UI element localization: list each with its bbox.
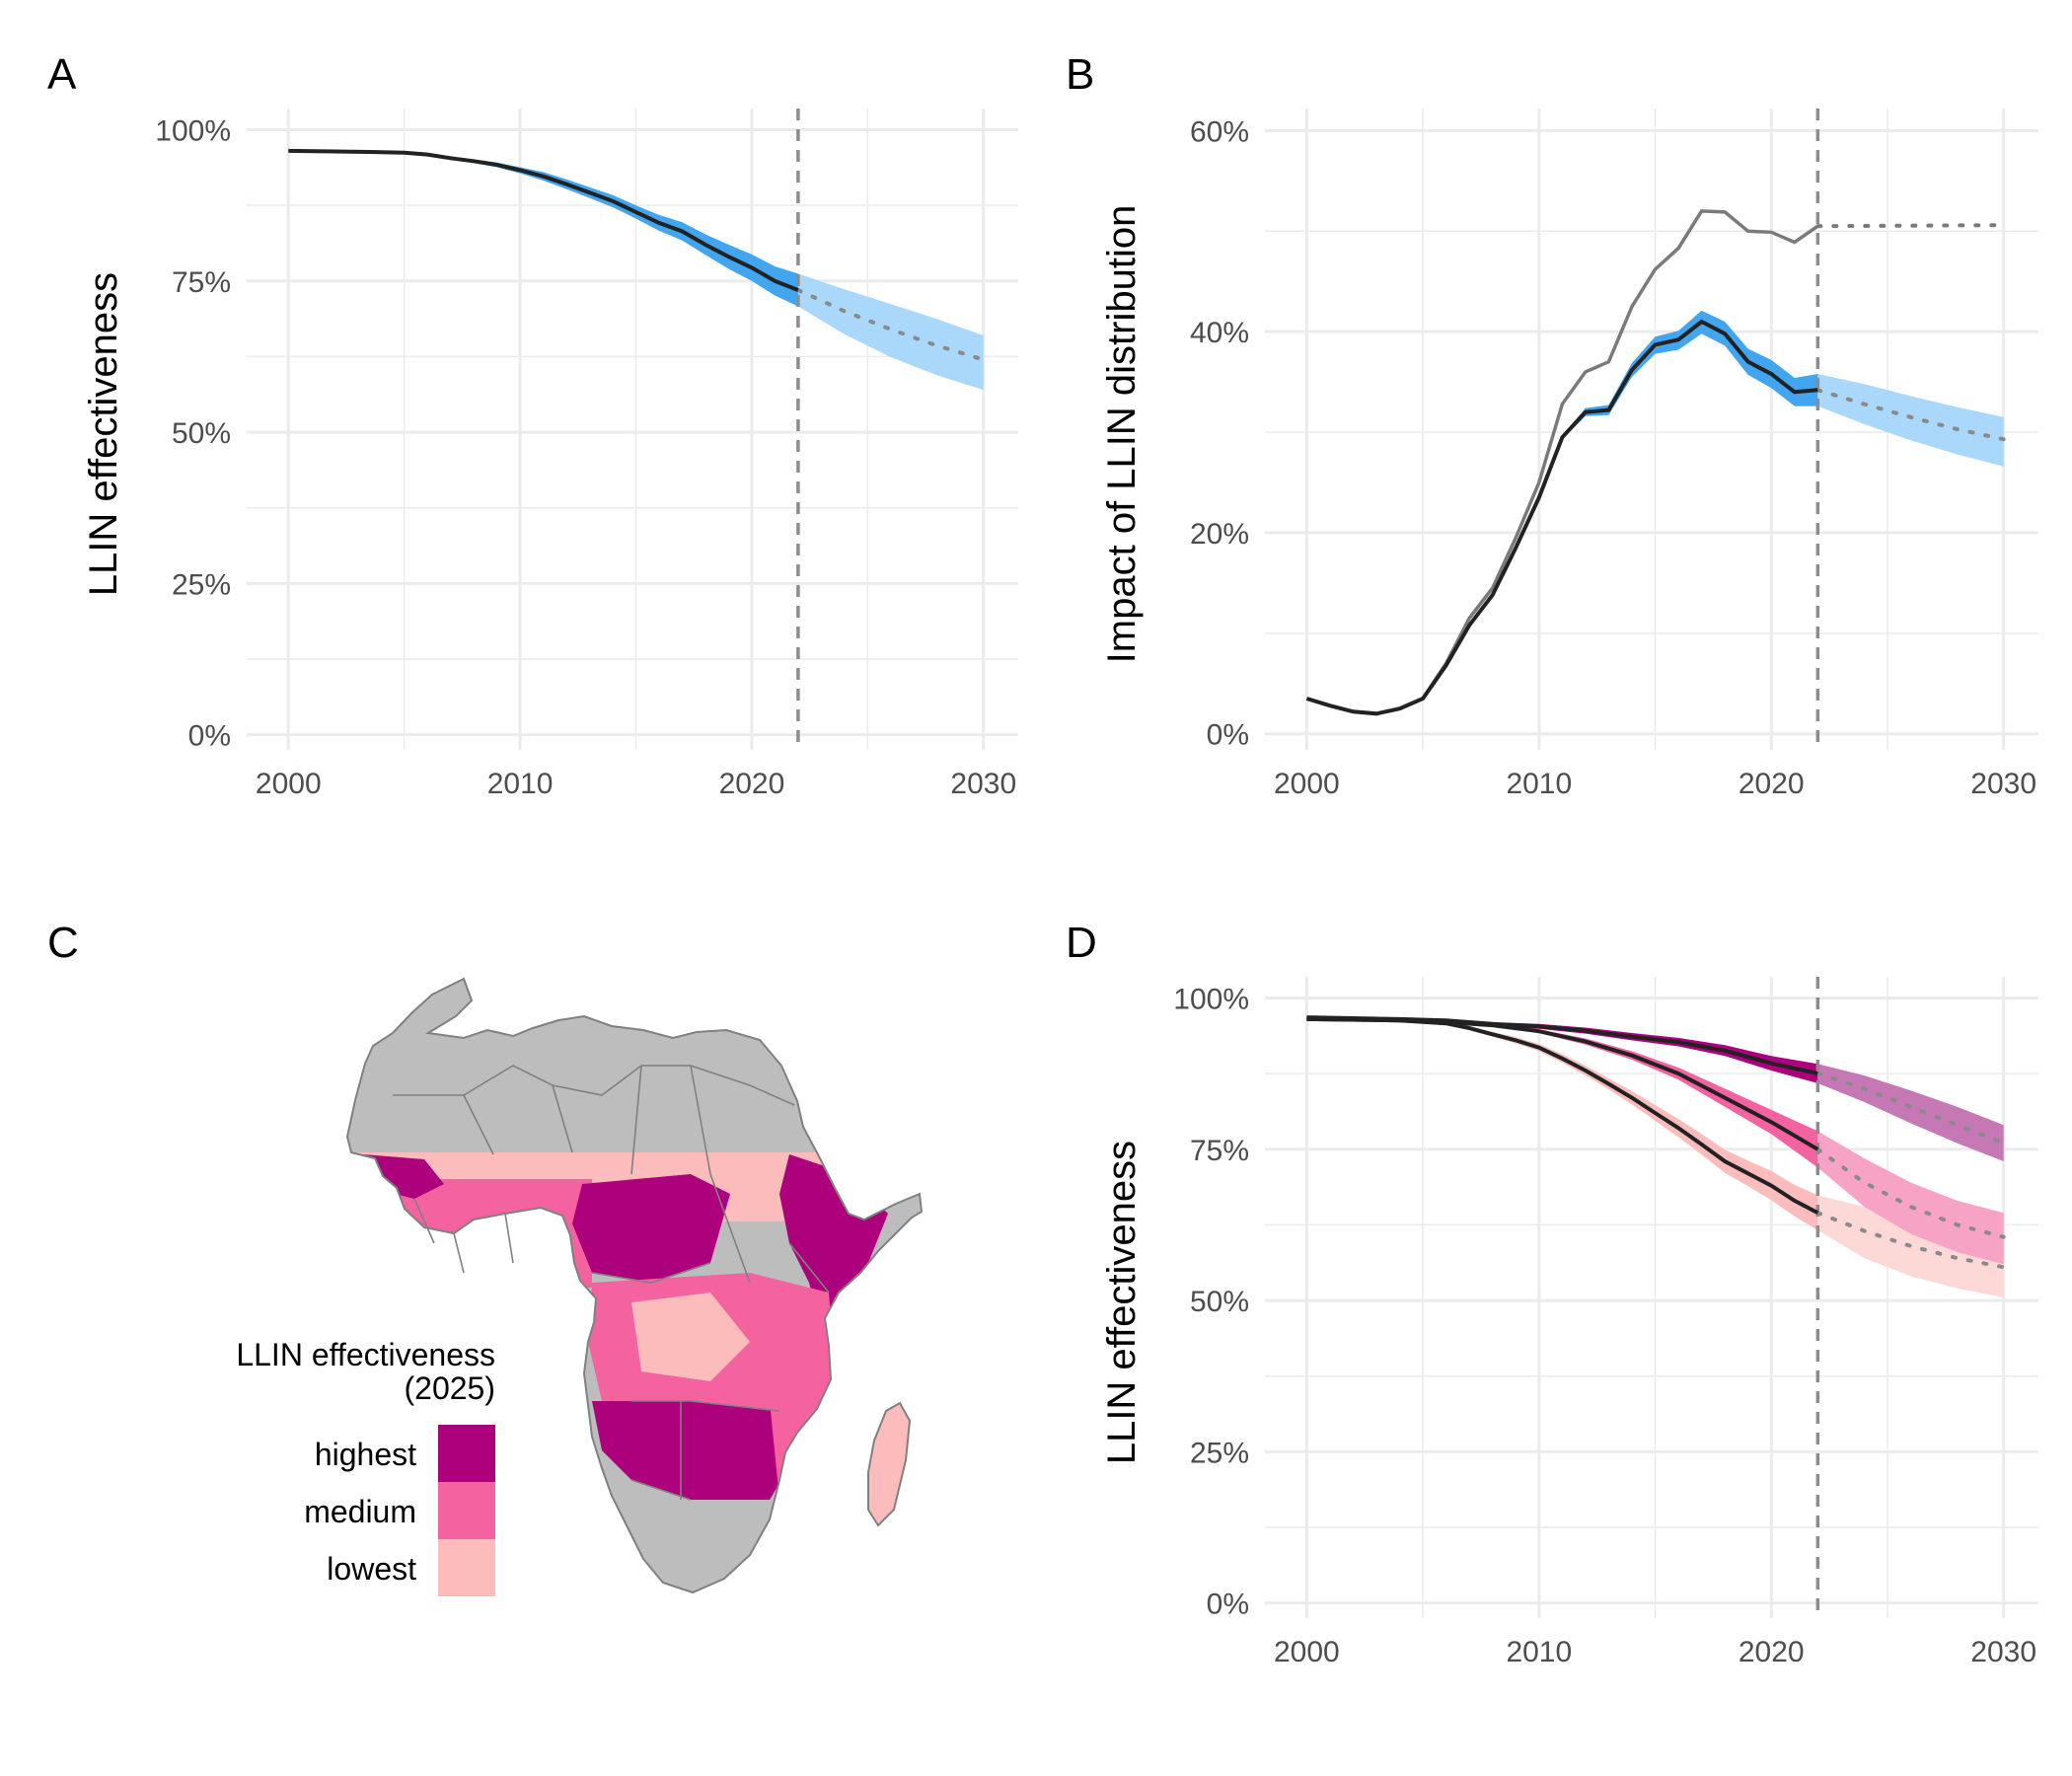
observed-line-highest: [1306, 1015, 1818, 1076]
africa-regions: [347, 1152, 888, 1500]
panel-label-b: B: [1066, 50, 1094, 99]
legend-title: LLIN effectiveness: [236, 1337, 495, 1372]
y-tick-label: 0%: [1207, 1589, 1249, 1621]
region-central-lowest: [631, 1293, 750, 1381]
no-resistance-line: [1305, 209, 1819, 716]
panel-b-ticks: 2000 2010 2020 2030 0% 20% 40% 60%: [1190, 115, 2036, 800]
map-legend: LLIN effectiveness (2025) highest medium l…: [236, 1337, 495, 1596]
projected-band-highest: [1817, 1064, 2004, 1161]
x-tick-label: 2030: [1970, 768, 2036, 800]
legend-label-medium: medium: [304, 1494, 416, 1529]
panel-a-y-axis-label: LLIN effectiveness: [82, 272, 125, 596]
legend-subtitle: (2025): [405, 1370, 496, 1406]
country-borders: [393, 1065, 830, 1501]
legend-label-lowest: lowest: [327, 1551, 416, 1587]
y-tick-label: 25%: [172, 568, 231, 601]
projected-line: [795, 288, 986, 362]
observed-line-lowest: [1306, 1016, 1819, 1215]
panel-a-grid: [247, 109, 1018, 750]
projected-line-highest: [1815, 1072, 2006, 1146]
observed-uncertainty-band: [1306, 310, 1818, 714]
panel-d: D 2000 2010 2020 2030 0% 25% 50% 75% 100% LLIN e…: [1066, 919, 2038, 1668]
panel-b: B 2000 2010 2020 2030 0% 20% 40% 60% Impact of …: [1066, 50, 2038, 800]
projected-uncertainty-band: [797, 273, 984, 391]
panel-d-y-axis-label: LLIN effectiveness: [1100, 1141, 1144, 1464]
panel-b-y-axis-label: Impact of LLIN distribution: [1100, 205, 1144, 664]
y-tick-label: 75%: [172, 266, 231, 299]
x-tick-label: 2000: [1274, 768, 1340, 800]
x-tick-label: 2030: [1970, 1636, 2036, 1668]
panel-label-d: D: [1066, 919, 1097, 967]
panel-c: C: [47, 919, 923, 1596]
y-tick-label: 25%: [1190, 1437, 1249, 1469]
projected-band-medium: [1817, 1131, 2004, 1265]
region-central-highest: [572, 1174, 730, 1283]
observed-uncertainty-band: [288, 150, 798, 307]
x-tick-label: 2030: [950, 768, 1016, 800]
observed-band-lowest: [1306, 1018, 1818, 1230]
y-tick-label: 100%: [155, 114, 231, 147]
panel-label-c: C: [47, 919, 79, 967]
y-tick-label: 0%: [188, 720, 231, 753]
y-tick-label: 50%: [172, 417, 231, 450]
x-tick-label: 2020: [1739, 1636, 1805, 1668]
y-tick-label: 40%: [1190, 317, 1249, 349]
legend-items: highest medium lowest: [304, 1425, 495, 1596]
panel-d-grid: [1265, 977, 2038, 1618]
region-southern-highest: [592, 1401, 799, 1500]
x-tick-label: 2010: [1506, 768, 1572, 800]
x-tick-label: 2000: [1274, 1636, 1340, 1668]
x-tick-label: 2010: [1506, 1636, 1572, 1668]
panel-a-marks: [288, 109, 986, 750]
legend-swatch-medium: [438, 1482, 495, 1539]
panel-a-ticks: 2000 2010 2020 2030 0% 25% 50% 75% 100%: [155, 114, 1016, 800]
y-tick-label: 100%: [1173, 983, 1249, 1015]
y-tick-label: 60%: [1190, 115, 1249, 148]
observed-line: [1305, 319, 1818, 716]
y-tick-label: 75%: [1190, 1135, 1249, 1167]
projected-uncertainty-band: [1817, 374, 2004, 467]
y-tick-label: 0%: [1207, 719, 1249, 752]
x-tick-label: 2020: [1739, 768, 1805, 800]
observed-band-medium: [1306, 1018, 1818, 1168]
x-tick-label: 2000: [256, 768, 322, 800]
y-tick-label: 20%: [1190, 518, 1249, 551]
legend-swatch-lowest: [438, 1539, 495, 1596]
panel-d-marks: [1306, 977, 2006, 1618]
x-tick-label: 2020: [719, 768, 785, 800]
madagascar: [867, 1401, 912, 1527]
panel-b-grid: [1265, 109, 2038, 750]
observed-line: [288, 148, 799, 292]
no-resistance-projected-line: [1815, 223, 2006, 229]
y-tick-label: 50%: [1190, 1286, 1249, 1318]
x-tick-label: 2010: [487, 768, 554, 800]
legend-label-highest: highest: [315, 1437, 416, 1472]
projected-line: [1815, 388, 2006, 442]
panel-label-a: A: [47, 50, 77, 99]
africa-map: [346, 978, 923, 1593]
panel-d-ticks: 2000 2010 2020 2030 0% 25% 50% 75% 100%: [1173, 983, 2036, 1668]
legend-swatch-highest: [438, 1425, 495, 1482]
panel-b-marks: [1305, 109, 2006, 750]
panel-a: A 2000 2010 2020 2030 0% 25% 50% 75% 100% LLIN e…: [47, 50, 1018, 800]
projected-line-lowest: [1815, 1211, 2006, 1270]
projected-line-medium: [1815, 1147, 2006, 1239]
